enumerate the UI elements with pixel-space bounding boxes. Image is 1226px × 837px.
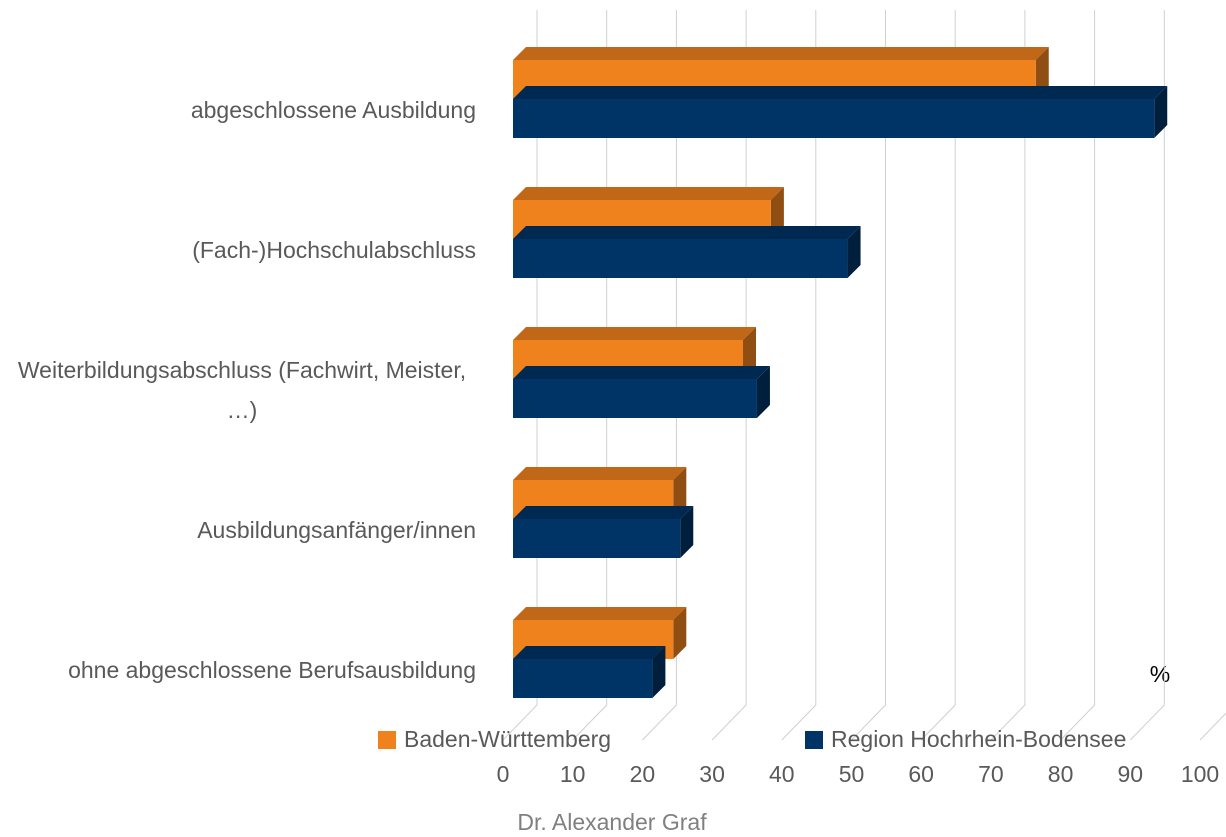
bar [513, 366, 770, 418]
bar [513, 506, 694, 558]
x-tick-label: 50 [839, 761, 865, 787]
bar-side [673, 607, 687, 659]
grid-line [990, 10, 1026, 741]
x-tick-label: 0 [497, 761, 510, 787]
x-tick-label: 80 [1048, 761, 1074, 787]
x-tick-label: 20 [630, 761, 656, 787]
x-tick-label: 90 [1118, 761, 1144, 787]
bar-top [513, 467, 687, 480]
bar-top [513, 86, 1168, 99]
bar-side [1154, 86, 1168, 138]
x-tick-label: 40 [769, 761, 795, 787]
bar-side [756, 366, 770, 418]
category-label: Weiterbildungsabschluss (Fachwirt, Meist… [8, 350, 476, 430]
bar [513, 226, 861, 278]
bar-front [513, 99, 1155, 138]
grid [502, 10, 1226, 741]
bar-side [680, 506, 694, 558]
legend-swatch [805, 731, 823, 749]
footer: Dr. Alexander Graf [517, 809, 707, 835]
category-text: (Fach-)Hochschulabschluss [192, 237, 476, 263]
x-tick-label: 30 [699, 761, 725, 787]
bar-top [513, 47, 1049, 60]
x-tick-label: 60 [908, 761, 934, 787]
grid-line [920, 10, 956, 741]
bar-top [513, 607, 687, 620]
grid-line [1060, 10, 1096, 741]
bar-top [513, 226, 861, 239]
category-label: (Fach-)Hochschulabschluss [8, 230, 476, 270]
bar [513, 86, 1168, 138]
category-label: abgeschlossene Ausbildung [8, 90, 476, 130]
unit-label: % [1150, 661, 1170, 687]
x-tick-label: 10 [560, 761, 586, 787]
bar-top [513, 646, 666, 659]
grid-line [851, 10, 886, 741]
bar-top [513, 327, 757, 340]
category-text: ohne abgeschlossene Berufsausbildung [68, 657, 476, 683]
grid-line [1129, 10, 1165, 741]
category-text: Weiterbildungsabschluss (Fachwirt, Meist… [17, 357, 467, 423]
bar-top [513, 366, 770, 379]
grid-line [1199, 712, 1226, 741]
bar-top [513, 506, 694, 519]
bar-front [513, 659, 653, 698]
bar-top [513, 187, 784, 200]
category-text: abgeschlossene Ausbildung [190, 97, 476, 123]
x-tick-label: 70 [978, 761, 1004, 787]
bar-side [847, 226, 861, 278]
bar-front [513, 379, 757, 418]
legend-label: Region Hochrhein-Bodensee [831, 726, 1126, 752]
legend-label: Baden-Württemberg [404, 726, 611, 752]
x-tick-label: 100 [1181, 761, 1219, 787]
category-text: Ausbildungsanfänger/innen [197, 517, 476, 543]
bar-side [652, 646, 666, 698]
bar-front [513, 239, 848, 278]
category-label: Ausbildungsanfänger/innen [8, 510, 476, 550]
legend-swatch [378, 731, 396, 749]
bar [513, 646, 666, 698]
bar-front [513, 519, 681, 558]
category-label: ohne abgeschlossene Berufsausbildung [8, 650, 476, 690]
